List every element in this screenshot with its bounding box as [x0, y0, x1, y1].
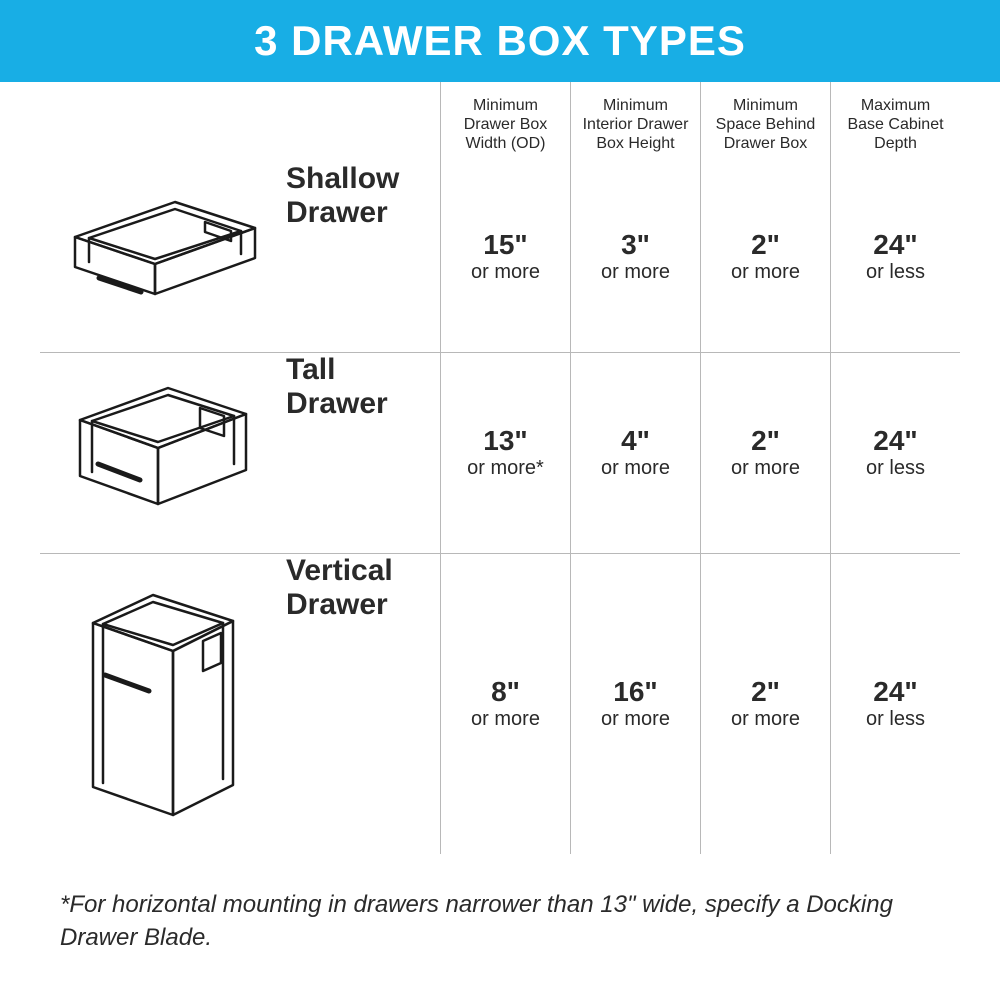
tall-space: 2"or more [700, 353, 830, 553]
shallow-drawer-icon [40, 162, 280, 352]
shallow-width: 15"or more [440, 162, 570, 352]
tall-depth: 24"or less [830, 353, 960, 553]
vertical-drawer-label: VerticalDrawer [280, 554, 440, 854]
col-header-space: MinimumSpace BehindDrawer Box [700, 82, 830, 162]
col-header-height: MinimumInterior DrawerBox Height [570, 82, 700, 162]
vertical-space: 2"or more [700, 554, 830, 854]
vertical-width: 8"or more [440, 554, 570, 854]
tall-width: 13"or more* [440, 353, 570, 553]
spec-table: MinimumDrawer BoxWidth (OD) MinimumInter… [0, 82, 1000, 854]
shallow-height: 3"or more [570, 162, 700, 352]
title-banner: 3 DRAWER BOX TYPES [0, 0, 1000, 82]
shallow-space: 2"or more [700, 162, 830, 352]
tall-drawer-icon [40, 353, 280, 553]
title-text: 3 DRAWER BOX TYPES [254, 17, 746, 65]
col-header-depth: MaximumBase CabinetDepth [830, 82, 960, 162]
tall-drawer-label: TallDrawer [280, 353, 440, 553]
col-header-width: MinimumDrawer BoxWidth (OD) [440, 82, 570, 162]
shallow-depth: 24"or less [830, 162, 960, 352]
tall-height: 4"or more [570, 353, 700, 553]
vertical-height: 16"or more [570, 554, 700, 854]
footnote: *For horizontal mounting in drawers narr… [0, 854, 1000, 955]
shallow-drawer-label: ShallowDrawer [280, 162, 440, 352]
vertical-depth: 24"or less [830, 554, 960, 854]
vertical-drawer-icon [40, 554, 280, 854]
